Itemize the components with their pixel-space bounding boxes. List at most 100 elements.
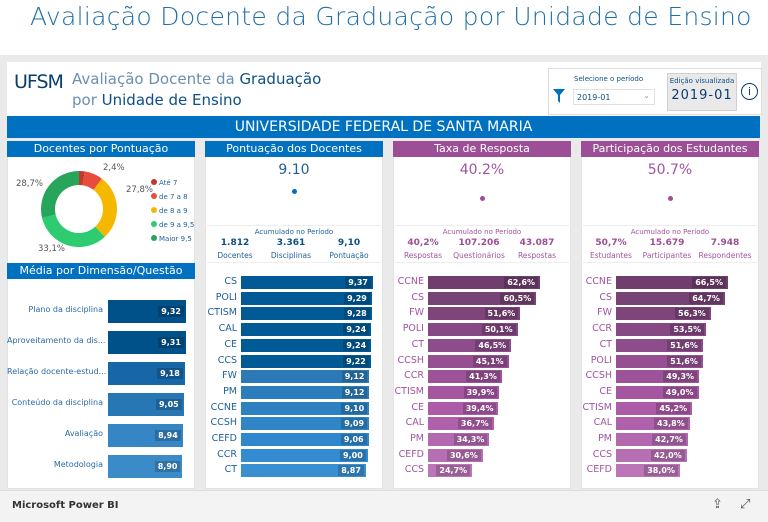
bar-value: 49,0%: [662, 386, 697, 398]
kpi-value: 3.361: [276, 238, 306, 248]
donut-chart: 2,4% Até 7 de 7 a 8 27,8% de 8 a 9 33,1% de 9 …: [16, 163, 194, 254]
dimension-bar[interactable]: 9,18: [108, 362, 185, 385]
bar[interactable]: 9,37: [241, 276, 373, 289]
bar[interactable]: 9,09: [241, 417, 370, 431]
legend-dot: [151, 193, 157, 199]
bar[interactable]: 49,0%: [616, 385, 699, 399]
period-dropdown[interactable]: 2019-01 ⌄: [573, 89, 655, 105]
divider: [393, 262, 571, 263]
bar-value: 46,5%: [475, 339, 510, 351]
kpi-label: Questionários: [453, 251, 505, 260]
dimension-bar[interactable]: 9,32: [108, 300, 186, 323]
bar[interactable]: 9,22: [241, 354, 371, 368]
kpi-label: Disciplinas: [270, 251, 312, 260]
kpi-value: 7.948: [710, 238, 740, 248]
bar-category-label: CCS: [404, 464, 424, 476]
bar[interactable]: 9,00: [241, 448, 368, 462]
bar-value: 60,5%: [500, 292, 535, 304]
bar-value: 64,7%: [689, 292, 723, 304]
bar[interactable]: 45,1%: [428, 354, 509, 368]
dimension-value: 9,18: [157, 368, 183, 379]
info-icon[interactable]: i: [741, 83, 758, 100]
bar[interactable]: 62,6%: [428, 276, 540, 289]
bar[interactable]: 50,1%: [428, 323, 518, 337]
dimension-bar[interactable]: 8,94: [108, 424, 183, 447]
legend-label[interactable]: Maior 9,5: [159, 235, 192, 243]
bar-category-label: CTISM: [394, 385, 424, 397]
donut-slice-label: 2,4%: [103, 163, 125, 173]
bar[interactable]: 9,10: [241, 401, 370, 415]
bar[interactable]: 39,4%: [428, 401, 499, 415]
report-title-line2: por Unidade de Ensino: [72, 91, 242, 109]
donut-slice[interactable]: [93, 178, 117, 237]
bar[interactable]: 49,3%: [616, 370, 700, 384]
bar[interactable]: 39,9%: [428, 385, 500, 399]
bar[interactable]: 41,3%: [428, 370, 502, 384]
bar-value: 42,0%: [650, 449, 685, 461]
bar-category-label: CCSH: [585, 370, 612, 382]
dimension-bar[interactable]: 9,31: [108, 331, 186, 354]
university-banner: UNIVERSIDADE FEDERAL DE SANTA MARIA: [7, 116, 760, 138]
bar[interactable]: 46,5%: [428, 338, 512, 352]
donut-slice[interactable]: [79, 171, 85, 186]
bar[interactable]: 8,87: [241, 464, 366, 478]
bar[interactable]: 64,7%: [616, 291, 725, 305]
bar-value: 51,6%: [667, 339, 701, 351]
legend-dot: [151, 207, 157, 213]
bar[interactable]: 9,24: [241, 323, 372, 337]
share-icon[interactable]: ⇪: [712, 497, 723, 512]
bar[interactable]: 53,5%: [616, 323, 707, 337]
bar[interactable]: 51,6%: [616, 338, 703, 352]
donut-slice[interactable]: [82, 171, 102, 190]
bar[interactable]: 9,06: [241, 433, 369, 446]
bar[interactable]: 60,5%: [428, 291, 537, 305]
kpi-label: Respostas: [403, 251, 443, 260]
bar[interactable]: 38,0%: [616, 464, 680, 478]
legend-label[interactable]: de 9 a 9,5: [159, 221, 194, 229]
fullscreen-icon[interactable]: ⤢: [740, 497, 751, 512]
bar-category-label: CT: [599, 338, 612, 350]
bar[interactable]: 43,8%: [616, 417, 690, 431]
accumulated-label: Acumulado no Período: [442, 228, 522, 236]
panel-title: Participação dos Estudantes: [581, 141, 759, 157]
donut-slice[interactable]: [42, 214, 105, 247]
bar[interactable]: 34,3%: [428, 433, 490, 446]
legend-label[interactable]: Até 7: [159, 179, 177, 187]
bar[interactable]: 9,12: [241, 385, 370, 399]
bar[interactable]: 56,3%: [616, 307, 711, 321]
legend-label[interactable]: de 8 a 9: [159, 207, 188, 215]
bar-value: 9,10: [341, 402, 368, 414]
donut-slice[interactable]: [41, 171, 79, 218]
dimension-bar[interactable]: 8,90: [108, 455, 183, 478]
bar[interactable]: 36,7%: [428, 417, 494, 431]
bar[interactable]: 24,7%: [428, 464, 473, 478]
bar[interactable]: 9,28: [241, 307, 372, 321]
bar[interactable]: 66,5%: [616, 276, 728, 289]
kpi-label: Estudantes: [590, 251, 632, 260]
bar-category-label: FW: [409, 307, 424, 319]
report-title-line1: Avaliação Docente da Graduação: [72, 70, 321, 88]
bar[interactable]: 42,7%: [616, 433, 688, 446]
page-title: Avaliação Docente da Graduação por Unida…: [30, 2, 752, 31]
dimension-label: Conteúdo da disciplina: [11, 398, 103, 407]
bar[interactable]: 51,6%: [616, 354, 703, 368]
bar[interactable]: 30,6%: [428, 448, 483, 462]
bar[interactable]: 42,0%: [616, 448, 687, 462]
dimension-value: 9,32: [158, 306, 184, 317]
legend-label[interactable]: de 7 a 8: [159, 193, 188, 201]
bar-category-label: CCR: [404, 370, 424, 382]
bar[interactable]: 45,2%: [616, 401, 693, 415]
powerbi-brand-link[interactable]: Microsoft Power BI: [12, 500, 119, 511]
filter-icon[interactable]: [553, 89, 565, 103]
dimension-bar-chart: Plano da disciplina 9,32 Aproveitamento da…: [7, 280, 195, 480]
kpi-label: Participantes: [642, 251, 692, 260]
bar[interactable]: 9,12: [241, 370, 370, 384]
bar-category-label: POLI: [590, 354, 612, 366]
dimension-bar[interactable]: 9,05: [108, 393, 184, 416]
bar-category-label: PM: [410, 433, 424, 444]
bar[interactable]: 9,24: [241, 338, 372, 352]
panel-title: Pontuação dos Docentes: [205, 141, 383, 157]
bar[interactable]: 51,6%: [428, 307, 521, 321]
bar[interactable]: 9,29: [241, 291, 372, 305]
bar-category-label: POLI: [215, 291, 237, 303]
